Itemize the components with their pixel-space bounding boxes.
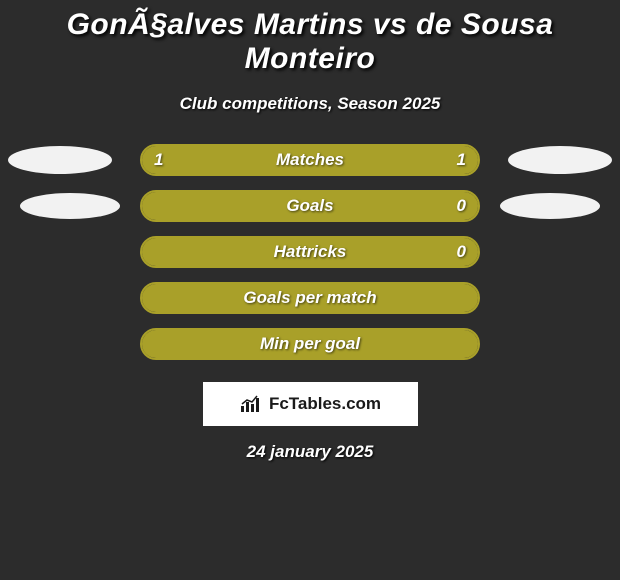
chart-icon — [239, 394, 263, 414]
stat-value-right: 0 — [457, 196, 466, 216]
stat-label: Goals per match — [243, 288, 376, 308]
stat-label: Matches — [276, 150, 344, 170]
comparison-widget: GonÃ§alves Martins vs de Sousa Monteiro … — [0, 0, 620, 462]
stat-bar: Goals per match — [140, 282, 480, 314]
stat-row: Hattricks 0 — [0, 236, 620, 268]
player-left-marker — [20, 193, 120, 219]
subtitle: Club competitions, Season 2025 — [0, 94, 620, 114]
stat-bar: Matches 1 1 — [140, 144, 480, 176]
branding-text: FcTables.com — [269, 394, 381, 414]
page-title: GonÃ§alves Martins vs de Sousa Monteiro — [0, 8, 620, 76]
stat-value-left: 1 — [154, 150, 163, 170]
stat-label: Goals — [286, 196, 333, 216]
stat-bar: Min per goal — [140, 328, 480, 360]
stat-rows: Matches 1 1 Goals 0 Hattricks 0 Goals per match… — [0, 144, 620, 360]
branding-badge[interactable]: FcTables.com — [203, 382, 418, 426]
stat-value-right: 1 — [457, 150, 466, 170]
stat-row: Goals per match — [0, 282, 620, 314]
stat-bar: Goals 0 — [140, 190, 480, 222]
date-label: 24 january 2025 — [0, 442, 620, 462]
stat-row: Goals 0 — [0, 190, 620, 222]
stat-row: Min per goal — [0, 328, 620, 360]
stat-row: Matches 1 1 — [0, 144, 620, 176]
player-right-marker — [500, 193, 600, 219]
stat-label: Hattricks — [274, 242, 347, 262]
stat-value-right: 0 — [457, 242, 466, 262]
stat-label: Min per goal — [260, 334, 360, 354]
stat-bar: Hattricks 0 — [140, 236, 480, 268]
player-left-marker — [8, 146, 112, 174]
player-right-marker — [508, 146, 612, 174]
